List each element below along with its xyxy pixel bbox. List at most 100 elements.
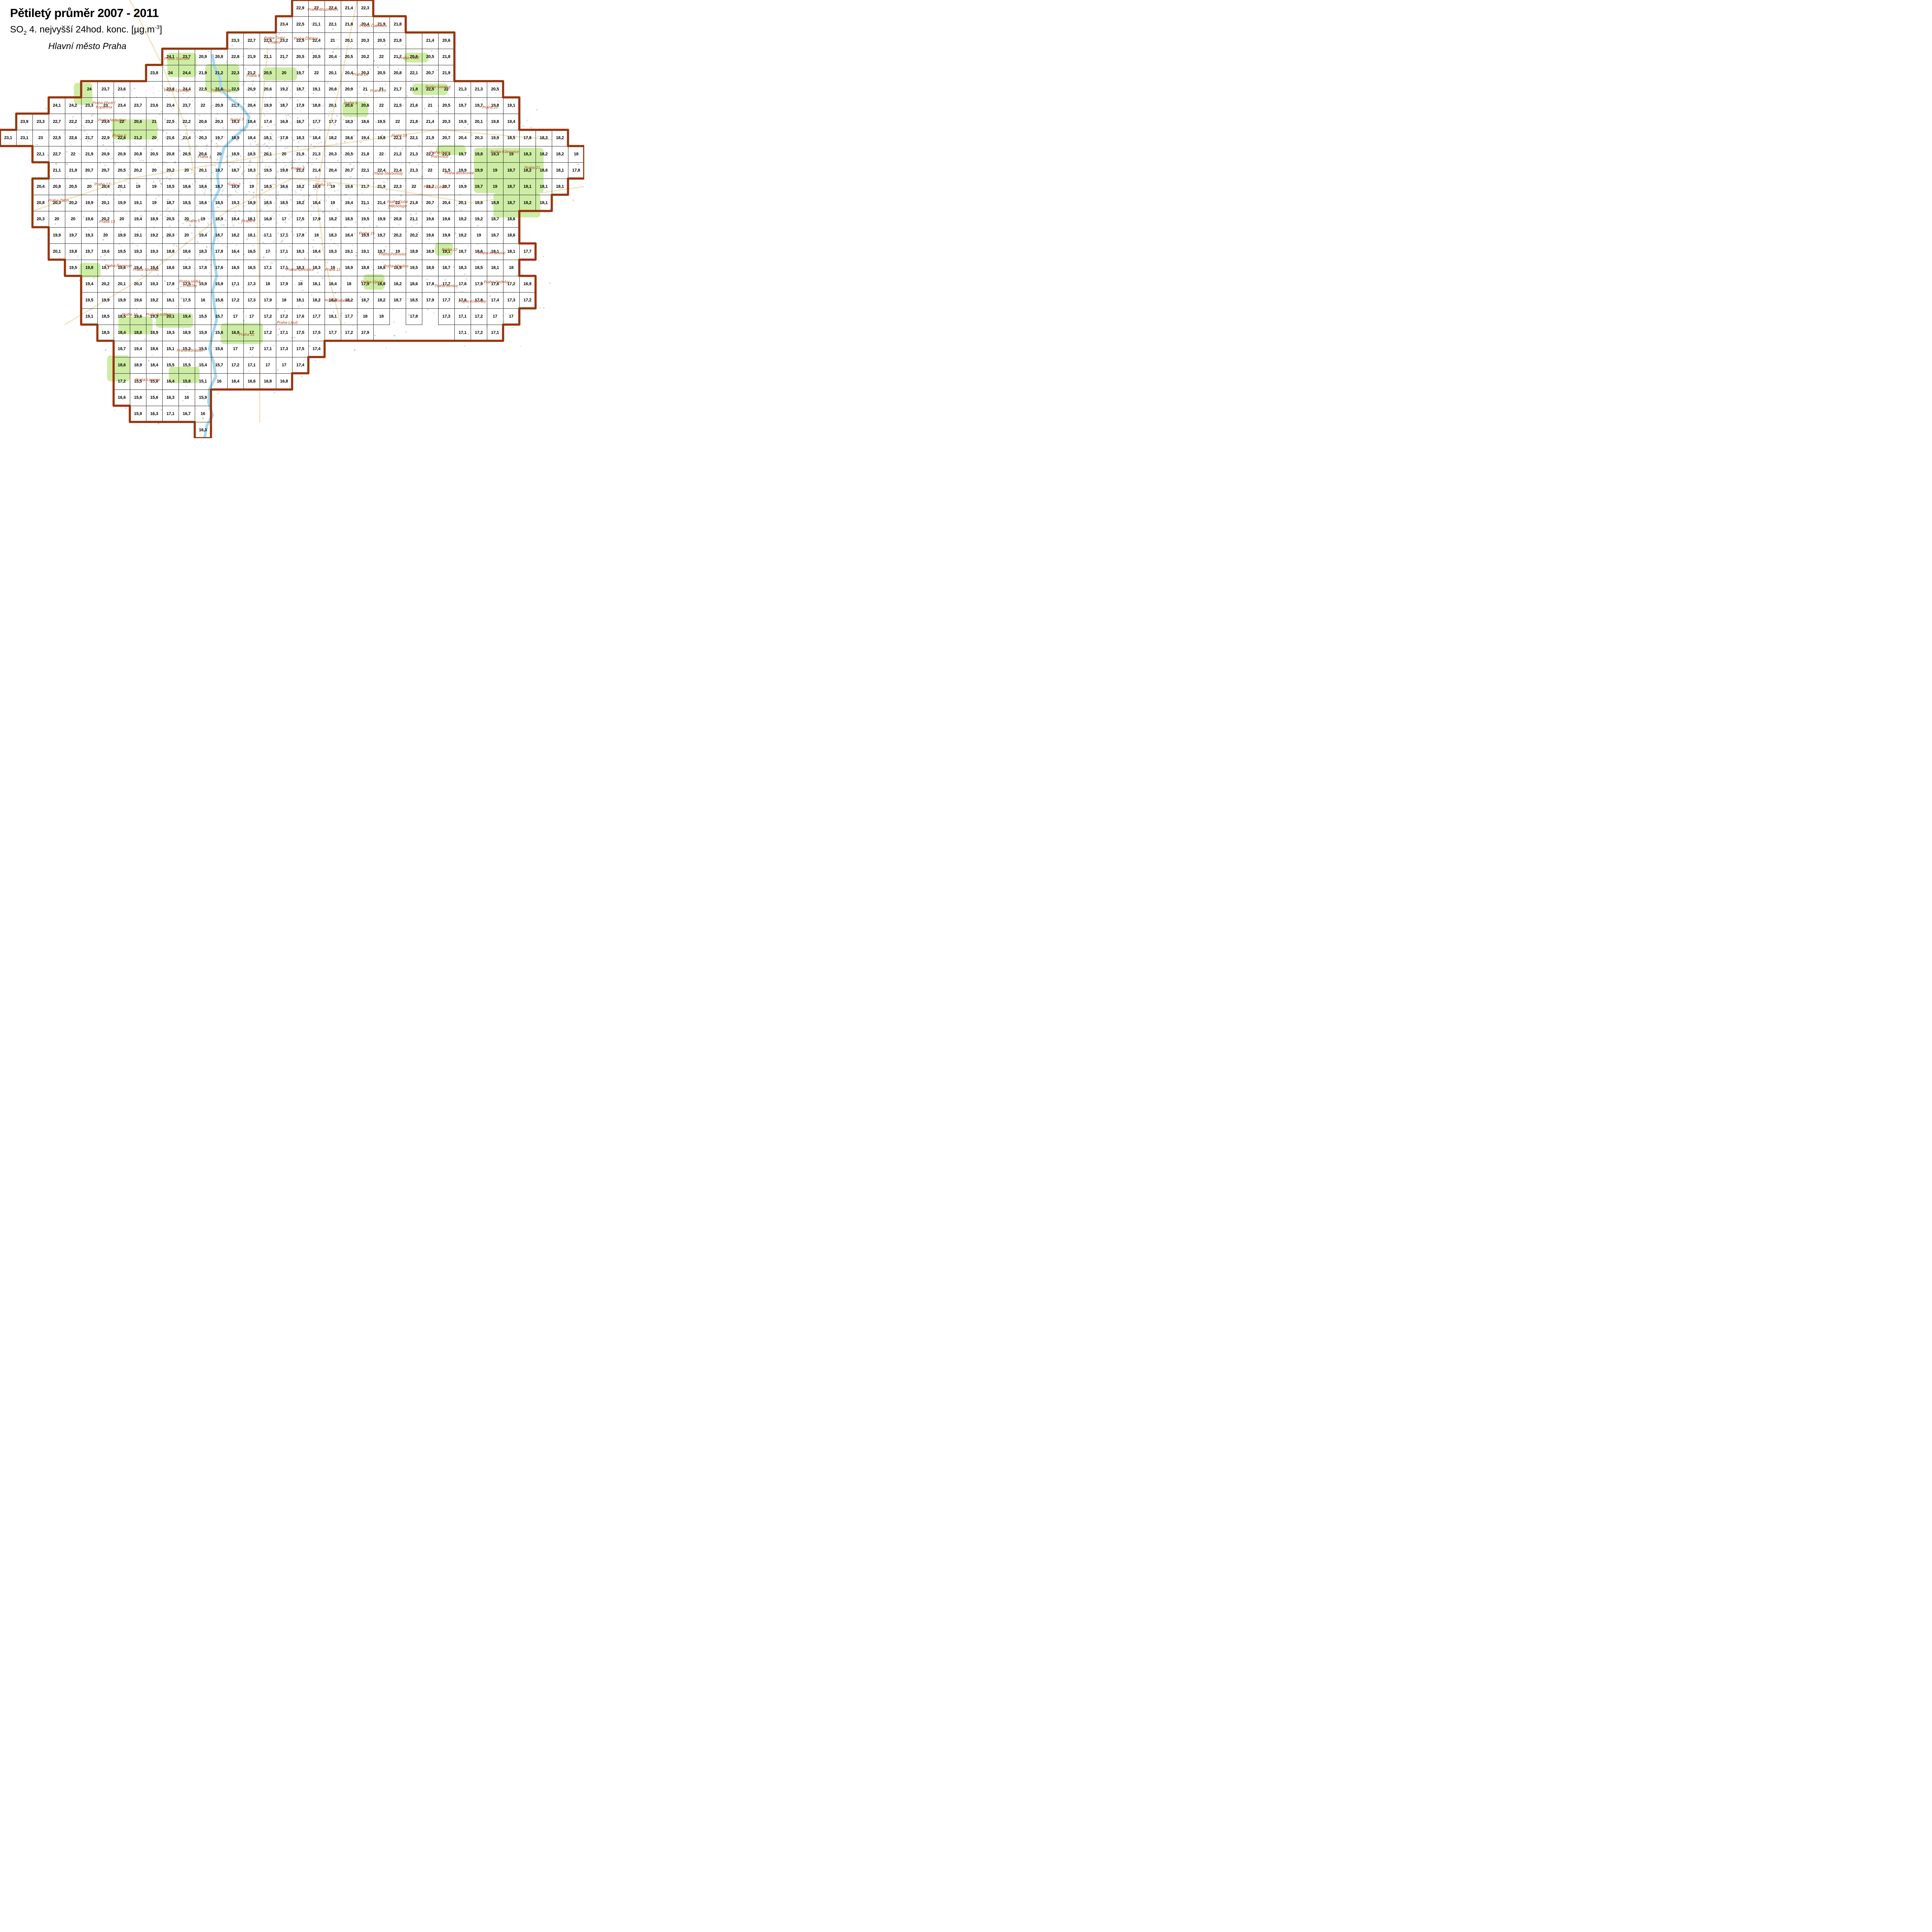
grid-cell — [211, 130, 228, 146]
grid-cell — [227, 146, 244, 163]
grid-cell — [227, 211, 244, 228]
grid-cell — [357, 162, 374, 179]
grid-cell — [179, 243, 195, 260]
grid-cell — [373, 49, 390, 65]
grid-cell — [438, 179, 455, 195]
grid-cell — [162, 406, 179, 422]
grid-cell — [276, 162, 293, 179]
grid-cell — [552, 162, 568, 179]
grid-cell — [389, 16, 406, 33]
grid-cell — [357, 32, 374, 49]
grid-cell — [292, 146, 309, 163]
grid-cell — [260, 130, 276, 146]
grid-cell — [325, 81, 341, 98]
grid-cell — [471, 227, 487, 244]
green-area — [156, 313, 193, 328]
grid-cell — [146, 211, 163, 228]
grid-cell — [243, 276, 260, 293]
grid-cell — [195, 243, 211, 260]
grid-cell — [49, 114, 65, 130]
grid-cell — [276, 114, 293, 130]
grid-cell — [130, 406, 146, 422]
grid-cell — [536, 130, 552, 146]
grid-cell — [81, 130, 98, 146]
grid-cell — [276, 227, 293, 244]
grid-cell — [292, 357, 309, 374]
grid-cell — [422, 162, 439, 179]
grid-cell — [471, 260, 487, 276]
grid-cell — [146, 97, 163, 114]
grid-cell — [308, 97, 325, 114]
grid-cell — [260, 195, 276, 211]
grid-cell — [389, 114, 406, 130]
grid-cell — [454, 260, 471, 276]
grid-cell — [487, 97, 503, 114]
grid-cell — [65, 114, 82, 130]
grid-cell — [438, 162, 455, 179]
grid-cell — [130, 243, 146, 260]
grid-cell — [389, 130, 406, 146]
grid-cell — [471, 97, 487, 114]
grid-cell — [179, 211, 195, 228]
grid-cell — [179, 406, 195, 422]
grid-cell — [146, 357, 163, 374]
grid-cell — [454, 114, 471, 130]
grid-cell — [471, 211, 487, 228]
grid-cell — [325, 49, 341, 65]
grid-cell — [325, 227, 341, 244]
grid-cell — [487, 81, 503, 98]
grid-cell — [325, 195, 341, 211]
grid-cell — [389, 162, 406, 179]
grid-cell — [389, 81, 406, 98]
grid-cell — [65, 211, 82, 228]
grid-cell — [422, 130, 439, 146]
grid-cell — [438, 65, 455, 82]
grid-cell — [97, 308, 114, 325]
grid-cell — [146, 260, 163, 276]
grid-cell — [227, 162, 244, 179]
grid-cell — [357, 65, 374, 82]
grid-cell — [162, 243, 179, 260]
grid-cell — [162, 211, 179, 228]
grid-cell — [32, 179, 49, 195]
grid-cell — [130, 357, 146, 374]
grid-cell — [292, 32, 309, 49]
grid-cell — [146, 65, 163, 82]
grid-cell — [389, 49, 406, 65]
grid-cell — [16, 130, 33, 146]
grid-cell — [325, 162, 341, 179]
grid-cell — [454, 243, 471, 260]
grid-cell — [325, 16, 341, 33]
grid-cell — [325, 179, 341, 195]
grid-cell — [357, 81, 374, 98]
grid-cell — [422, 276, 439, 293]
grid-cell — [114, 211, 130, 228]
grid-cell — [227, 373, 244, 390]
grid-cell — [373, 243, 390, 260]
grid-cell — [308, 308, 325, 325]
grid-cell — [179, 260, 195, 276]
grid-cell — [162, 292, 179, 309]
grid-cell — [49, 97, 65, 114]
grid-cell — [373, 260, 390, 276]
grid-cell — [146, 373, 163, 390]
grid-cell — [292, 16, 309, 33]
grid-cell — [438, 292, 455, 309]
grid-cell — [292, 0, 309, 17]
grid-cell — [243, 65, 260, 82]
grid-cell — [487, 276, 503, 293]
grid-cell — [438, 97, 455, 114]
grid-cell — [454, 292, 471, 309]
grid-cell — [227, 292, 244, 309]
grid-cell — [438, 211, 455, 228]
grid-cell — [503, 114, 520, 130]
grid-cell — [292, 211, 309, 228]
grid-cell — [308, 114, 325, 130]
grid-cell — [260, 49, 276, 65]
grid-cell — [503, 243, 520, 260]
grid-cell — [276, 243, 293, 260]
grid-cell — [341, 146, 357, 163]
grid-cell — [406, 276, 422, 293]
grid-cell — [503, 276, 520, 293]
grid-cell — [260, 243, 276, 260]
